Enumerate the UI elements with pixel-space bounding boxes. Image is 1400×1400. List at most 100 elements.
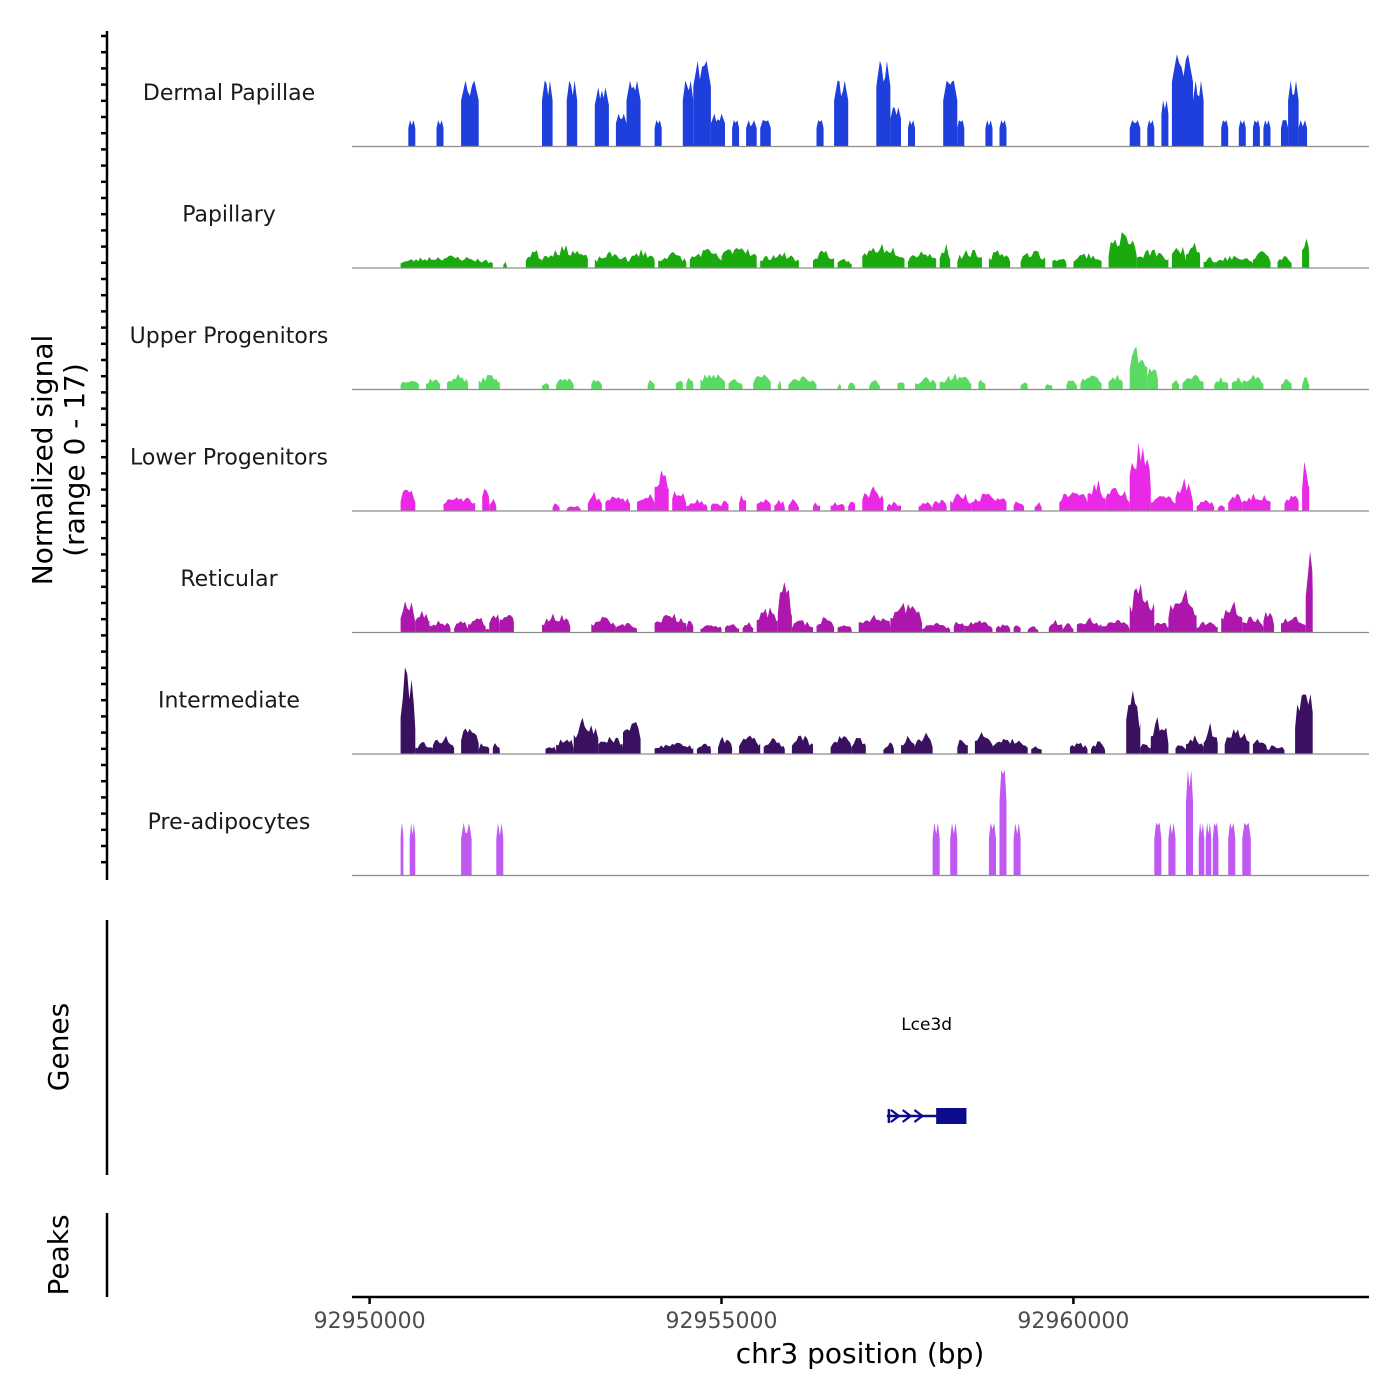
coverage-peak	[939, 243, 951, 268]
coverage-peak	[566, 80, 578, 147]
coverage-peak	[1080, 375, 1102, 390]
coverage-peak	[862, 243, 905, 268]
coverage-peak	[461, 822, 472, 876]
strand-arrow	[901, 1109, 913, 1123]
coverage-peak	[415, 742, 433, 754]
coverage-peak	[943, 80, 958, 147]
coverage-peak	[788, 376, 817, 390]
coverage-peak	[862, 486, 884, 511]
coverage-peak	[425, 378, 440, 390]
coverage-peak	[999, 120, 1007, 147]
coverage-peak	[1020, 382, 1028, 390]
coverage-tracks: Dermal Papillae Papillary Upper Progenitor…	[130, 54, 1369, 877]
coverage-peak	[816, 617, 835, 633]
track-reticular: Reticular	[180, 551, 1369, 634]
y-axis-title-line1: Normalized signal	[26, 335, 59, 586]
coverage-peak	[813, 250, 835, 268]
coverage-peak	[542, 613, 571, 633]
coverage-peak	[932, 822, 940, 876]
coverage-peak	[1136, 249, 1169, 268]
track-label: Dermal Papillae	[143, 81, 315, 106]
coverage-peak	[1196, 500, 1215, 511]
coverage-peak	[482, 488, 490, 511]
x-tick-label: 92955000	[666, 1309, 778, 1334]
coverage-peak	[1073, 253, 1102, 268]
coverage-peak	[1147, 120, 1155, 147]
coverage-peak	[1171, 246, 1186, 268]
coverage-peak	[1020, 250, 1046, 268]
coverage-peak	[915, 732, 933, 754]
coverage-peak	[503, 261, 507, 268]
coverage-peak	[999, 770, 1007, 876]
peaks-panel-title: Peaks	[42, 1214, 75, 1295]
coverage-peak	[1252, 739, 1267, 754]
coverage-peak	[1129, 120, 1141, 147]
coverage-peak	[615, 113, 627, 147]
track-label: Reticular	[180, 567, 278, 592]
coverage-peak	[542, 80, 553, 147]
coverage-peak	[700, 625, 722, 633]
coverage-peak	[763, 738, 785, 754]
coverage-peak	[1168, 822, 1176, 876]
coverage-peak	[1281, 616, 1306, 633]
coverage-peak	[915, 376, 937, 390]
coverage-peak	[1168, 589, 1197, 633]
track-upper-progenitors: Upper Progenitors	[130, 324, 1369, 391]
track-label: Lower Progenitors	[130, 446, 328, 471]
coverage-peak	[1076, 617, 1102, 633]
coverage-peak	[739, 495, 747, 511]
coverage-peak	[686, 377, 694, 390]
x-tick-label: 92960000	[1017, 1309, 1129, 1334]
coverage-peak	[1034, 502, 1042, 511]
coverage-peak	[542, 383, 550, 390]
coverage-peak	[552, 503, 560, 511]
coverage-peak	[1242, 616, 1264, 633]
coverage-peak	[492, 743, 500, 754]
coverage-peak	[591, 616, 616, 633]
coverage-peak	[499, 615, 514, 633]
coverage-peak	[869, 380, 880, 390]
coverage-peak	[939, 373, 972, 390]
coverage-peak	[1252, 251, 1271, 268]
coverage-peak	[886, 501, 901, 511]
coverage-peak	[957, 249, 982, 268]
coverage-peak	[1059, 492, 1088, 511]
track-label: Papillary	[182, 203, 276, 228]
coverage-peak	[848, 501, 856, 511]
coverage-peak	[721, 248, 757, 268]
coverage-peak	[1052, 258, 1067, 268]
coverage-peak	[978, 379, 986, 390]
coverage-peak	[932, 499, 947, 511]
coverage-peak	[1150, 717, 1169, 754]
coverage-peak	[742, 622, 754, 633]
coverage-peak	[1048, 619, 1063, 633]
coverage-peak	[1277, 256, 1292, 268]
coverage-peak	[851, 738, 866, 754]
coverage-peak	[400, 255, 493, 268]
coverage-peak	[732, 120, 740, 147]
coverage-peak	[1171, 380, 1179, 390]
coverage-peak	[432, 735, 455, 754]
coverage-peak	[454, 621, 469, 633]
coverage-peak	[996, 624, 1011, 633]
coverage-peak	[1101, 620, 1130, 633]
coverage-peak	[461, 80, 479, 147]
peaks-panel: Peaks	[42, 1213, 109, 1297]
coverage-peak	[1231, 376, 1243, 390]
coverage-peak	[1069, 742, 1088, 754]
coverage-peak	[591, 379, 602, 390]
coverage-peak	[1266, 745, 1285, 754]
coverage-peak	[496, 822, 504, 876]
coverage-peak	[1295, 694, 1313, 754]
coverage-peak	[447, 373, 469, 390]
coverage-peak	[988, 250, 1011, 268]
coverage-peak	[489, 498, 497, 511]
track-dermal-papillae: Dermal Papillae	[143, 54, 1369, 148]
coverage-peak	[637, 493, 655, 511]
track-lower-progenitors: Lower Progenitors	[130, 441, 1369, 512]
coverage-peak	[545, 746, 557, 754]
coverage-peak	[587, 491, 602, 511]
genes-panel: Genes Lce3d	[42, 920, 967, 1175]
coverage-peak	[1091, 741, 1106, 754]
